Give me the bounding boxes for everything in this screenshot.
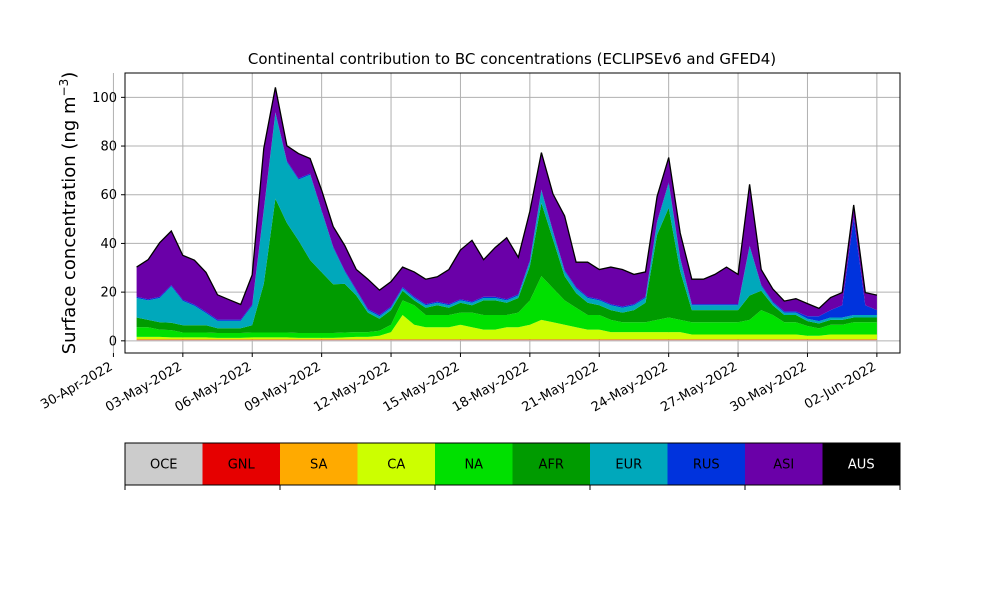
total-concentration-line: [136, 87, 878, 310]
legend-label-afr: AFR: [539, 458, 564, 473]
x-tick-label: 30-May-2022: [728, 359, 810, 415]
legend-swatch-aus: [822, 443, 900, 485]
y-axis-label-sup: −3: [57, 79, 71, 97]
area-series-asi: [136, 87, 877, 320]
legend-label-gnl: GNL: [228, 458, 256, 473]
y-tick-label: 20: [100, 286, 117, 301]
stacked-areas: [136, 87, 877, 341]
legend-label-oce: OCE: [150, 458, 178, 473]
x-tick-label: 12-May-2022: [311, 359, 393, 415]
y-axis-label-main: Surface concentration (ng m: [59, 96, 80, 354]
x-tick-label: 15-May-2022: [381, 359, 463, 415]
legend-swatch-afr: [512, 443, 590, 485]
chart-title: Continental contribution to BC concentra…: [248, 50, 776, 68]
legend-label-asi: ASI: [773, 458, 794, 473]
x-tick-label: 24-May-2022: [589, 359, 671, 415]
legend-swatch-ca: [357, 443, 435, 485]
legend-label-sa: SA: [310, 458, 327, 473]
total-outline: [136, 87, 878, 310]
legend-swatch-sa: [280, 443, 358, 485]
legend-swatch-gnl: [202, 443, 280, 485]
plot-frame: [124, 72, 901, 354]
x-tick-label: 18-May-2022: [450, 359, 532, 415]
legend-colorbar: OCE GNL SA CA NA AFR EUR RUS ASI AUS: [124, 442, 901, 490]
y-tick-label: 0: [109, 334, 117, 349]
x-axis: 30-Apr-202203-May-202206-May-202209-May-…: [38, 353, 879, 415]
x-tick-label: 06-May-2022: [173, 359, 255, 415]
y-tick-label: 80: [100, 140, 117, 155]
legend-label-rus: RUS: [693, 458, 720, 473]
area-series-oce: [136, 340, 877, 341]
legend-swatch-rus: [667, 443, 745, 485]
area-series-gnl: [136, 339, 877, 341]
legend-label-aus: AUS: [848, 458, 875, 473]
legend-swatch-na: [435, 443, 513, 485]
area-series-afr: [136, 198, 877, 333]
legend-label-eur: EUR: [615, 458, 642, 473]
y-tick-label: 100: [92, 91, 117, 106]
legend-frame: [124, 442, 901, 486]
area-series-na: [136, 276, 877, 338]
legend-label-ca: CA: [387, 458, 405, 473]
legend-swatch-oce: [125, 443, 203, 485]
legend-swatch-asi: [745, 443, 823, 485]
x-tick-label: 02-Jun-2022: [802, 359, 879, 412]
x-tick-label: 09-May-2022: [242, 359, 324, 415]
x-tick-label: 21-May-2022: [520, 359, 602, 415]
y-axis-label: Surface concentration (ng m−3): [57, 72, 80, 355]
x-tick-label: 03-May-2022: [103, 359, 185, 415]
y-tick-label: 40: [100, 237, 117, 252]
legend-label-na: NA: [464, 458, 483, 473]
y-tick-label: 60: [100, 188, 117, 203]
y-axis: 0 20 40 60 80 100: [92, 91, 125, 349]
y-axis-label-close: ): [59, 72, 80, 79]
x-tick-label: 27-May-2022: [658, 359, 740, 415]
legend-swatch-eur: [590, 443, 668, 485]
